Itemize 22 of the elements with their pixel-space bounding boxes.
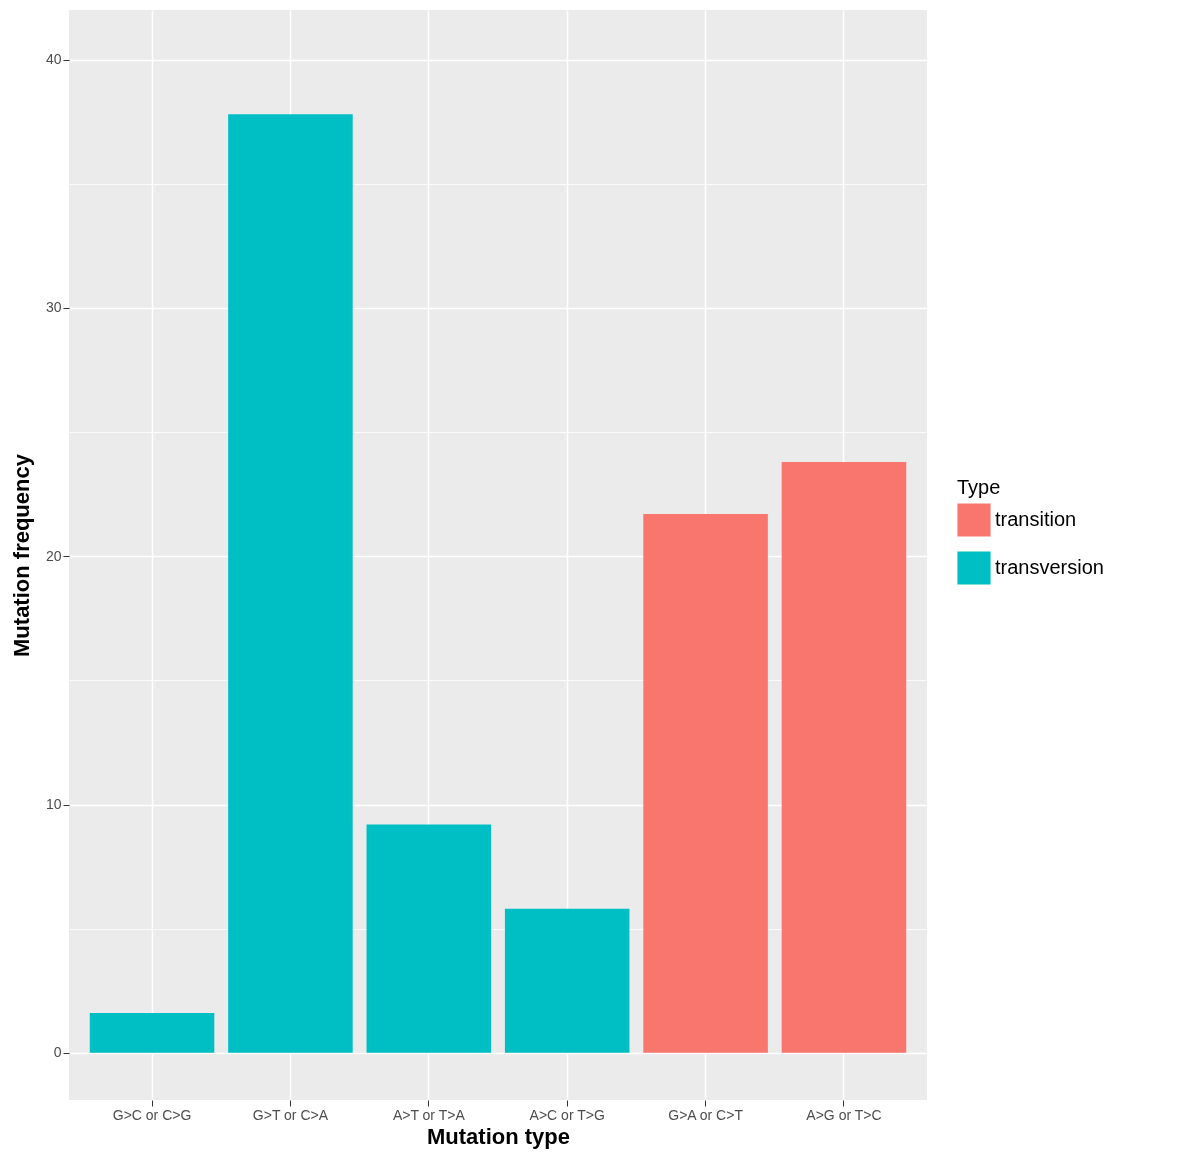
x-tick-label: A>T or T>A [392, 1106, 466, 1123]
bar [228, 114, 353, 1053]
legend-label: transition [995, 508, 1077, 530]
y-tick-label: 30 [45, 299, 62, 316]
y-tick-label: 0 [53, 1044, 62, 1061]
x-tick-label: A>G or T>C [806, 1106, 882, 1123]
y-tick-label: 20 [45, 547, 62, 564]
x-tick-label: G>A or C>T [668, 1106, 744, 1123]
x-tick-label: A>C or T>G [529, 1106, 605, 1123]
legend-title: Type [957, 476, 1001, 498]
y-tick-label: 40 [45, 51, 62, 68]
bar [89, 1013, 215, 1053]
y-axis-title: Mutation frequency [8, 453, 34, 657]
bar [366, 824, 492, 1053]
bar [781, 461, 907, 1053]
x-tick-label: G>C or C>G [112, 1106, 192, 1123]
x-tick-label: G>T or C>A [252, 1106, 329, 1123]
x-axis-title: Mutation type [427, 1123, 570, 1149]
bar [504, 908, 630, 1053]
y-tick-label: 10 [45, 796, 62, 813]
legend-label: transversion [995, 556, 1104, 578]
bar [643, 514, 768, 1053]
